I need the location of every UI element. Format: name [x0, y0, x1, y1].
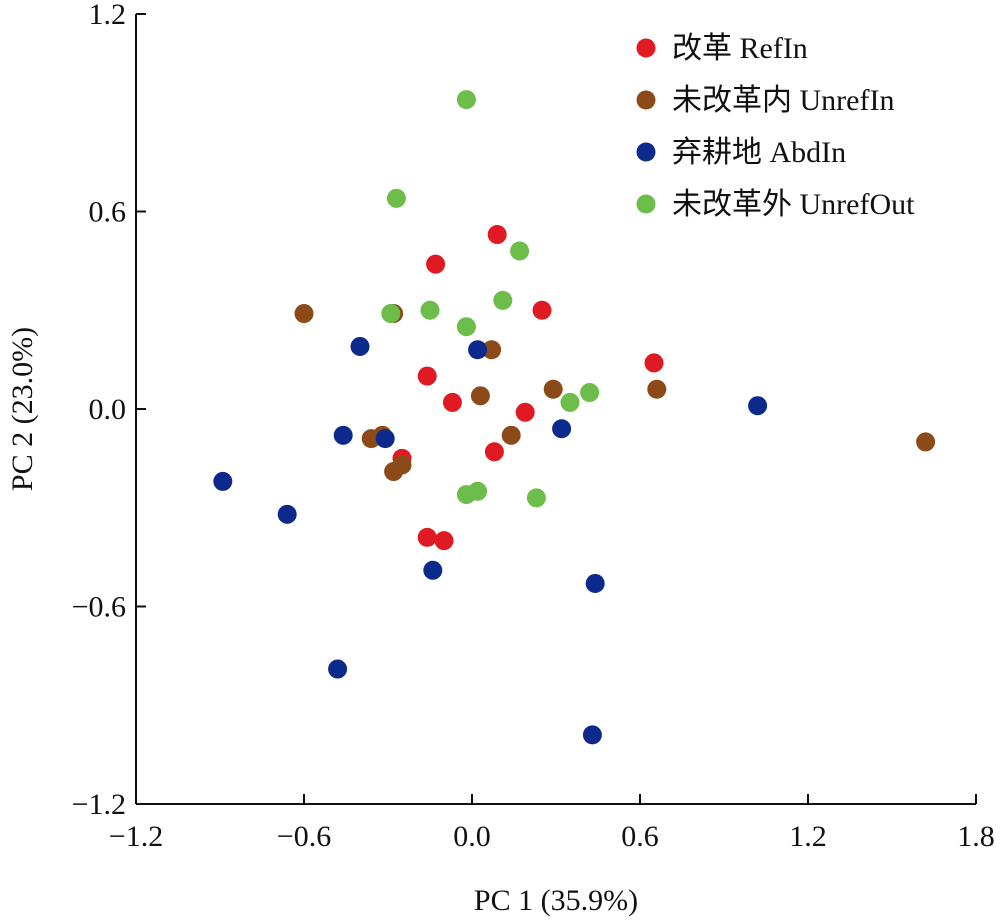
- data-point-series-3: [386, 188, 406, 208]
- data-point-series-0: [434, 531, 454, 551]
- data-point-series-3: [456, 317, 476, 337]
- legend-marker-1: [636, 90, 656, 110]
- axes: [135, 14, 976, 805]
- data-point-series-2: [582, 725, 602, 745]
- x-tick-label: 1.2: [789, 820, 827, 853]
- data-points: [213, 90, 936, 745]
- x-ticks: −1.2 −0.6 0.0 0.6 1.2 1.8: [109, 794, 995, 853]
- data-point-series-0: [484, 442, 504, 462]
- data-point-series-3: [493, 290, 513, 310]
- data-point-series-0: [426, 254, 446, 274]
- y-tick-label: 1.2: [89, 0, 127, 31]
- data-point-series-0: [515, 402, 535, 422]
- data-point-series-1: [294, 304, 314, 324]
- data-point-series-1: [647, 379, 667, 399]
- legend-marker-2: [636, 142, 656, 162]
- data-point-series-1: [916, 432, 936, 452]
- x-axis-title: PC 1 (35.9%): [474, 884, 638, 917]
- data-point-series-1: [501, 425, 521, 445]
- data-point-series-2: [552, 419, 572, 439]
- data-point-series-3: [468, 481, 488, 501]
- x-tick-label: 0.6: [621, 820, 659, 853]
- legend-label-3: 未改革外 UnrefOut: [672, 188, 915, 221]
- data-point-series-3: [381, 304, 401, 324]
- data-point-series-3: [420, 300, 440, 320]
- data-point-series-2: [213, 471, 233, 491]
- y-tick-label: −0.6: [72, 591, 126, 624]
- data-point-series-0: [417, 366, 437, 386]
- data-point-series-0: [487, 225, 507, 245]
- x-tick-label: 1.8: [957, 820, 995, 853]
- data-point-series-0: [644, 353, 664, 373]
- data-point-series-3: [580, 383, 600, 403]
- y-tick-label: 0.6: [89, 196, 127, 229]
- y-tick-label: −1.2: [72, 788, 126, 821]
- data-point-series-0: [532, 300, 552, 320]
- data-point-series-3: [560, 392, 580, 412]
- data-point-series-1: [482, 340, 502, 360]
- data-point-series-1: [543, 379, 563, 399]
- data-point-series-1: [384, 462, 404, 482]
- legend: 改革 RefIn 未改革内 UnrefIn 弃耕地 AbdIn 未改革外 UnrefO…: [636, 32, 915, 221]
- legend-label-0: 改革 RefIn: [672, 32, 808, 65]
- legend-marker-0: [636, 38, 656, 58]
- data-point-series-2: [350, 336, 370, 356]
- data-point-series-2: [423, 560, 443, 580]
- data-point-series-2: [328, 659, 348, 679]
- legend-label-2: 弃耕地 AbdIn: [672, 136, 846, 169]
- data-point-series-0: [417, 527, 437, 547]
- legend-marker-3: [636, 194, 656, 214]
- legend-label-1: 未改革内 UnrefIn: [672, 84, 894, 117]
- data-point-series-2: [748, 396, 768, 416]
- x-tick-label: 0.0: [453, 820, 491, 853]
- data-point-series-1: [470, 386, 490, 406]
- x-tick-label: −1.2: [109, 820, 163, 853]
- data-point-series-3: [526, 488, 546, 508]
- data-point-series-3: [456, 90, 476, 110]
- data-point-series-3: [510, 241, 530, 261]
- data-point-series-1: [361, 429, 381, 449]
- data-point-series-2: [333, 425, 353, 445]
- y-ticks: −1.2 −0.6 0.0 0.6 1.2: [72, 0, 146, 821]
- data-point-series-2: [585, 573, 605, 593]
- data-point-series-2: [468, 340, 488, 360]
- y-axis-title: PC 2 (23.0%): [6, 327, 39, 491]
- x-tick-label: −0.6: [277, 820, 331, 853]
- data-point-series-0: [442, 392, 462, 412]
- data-point-series-2: [375, 429, 395, 449]
- y-tick-label: 0.0: [89, 393, 127, 426]
- data-point-series-2: [277, 504, 297, 524]
